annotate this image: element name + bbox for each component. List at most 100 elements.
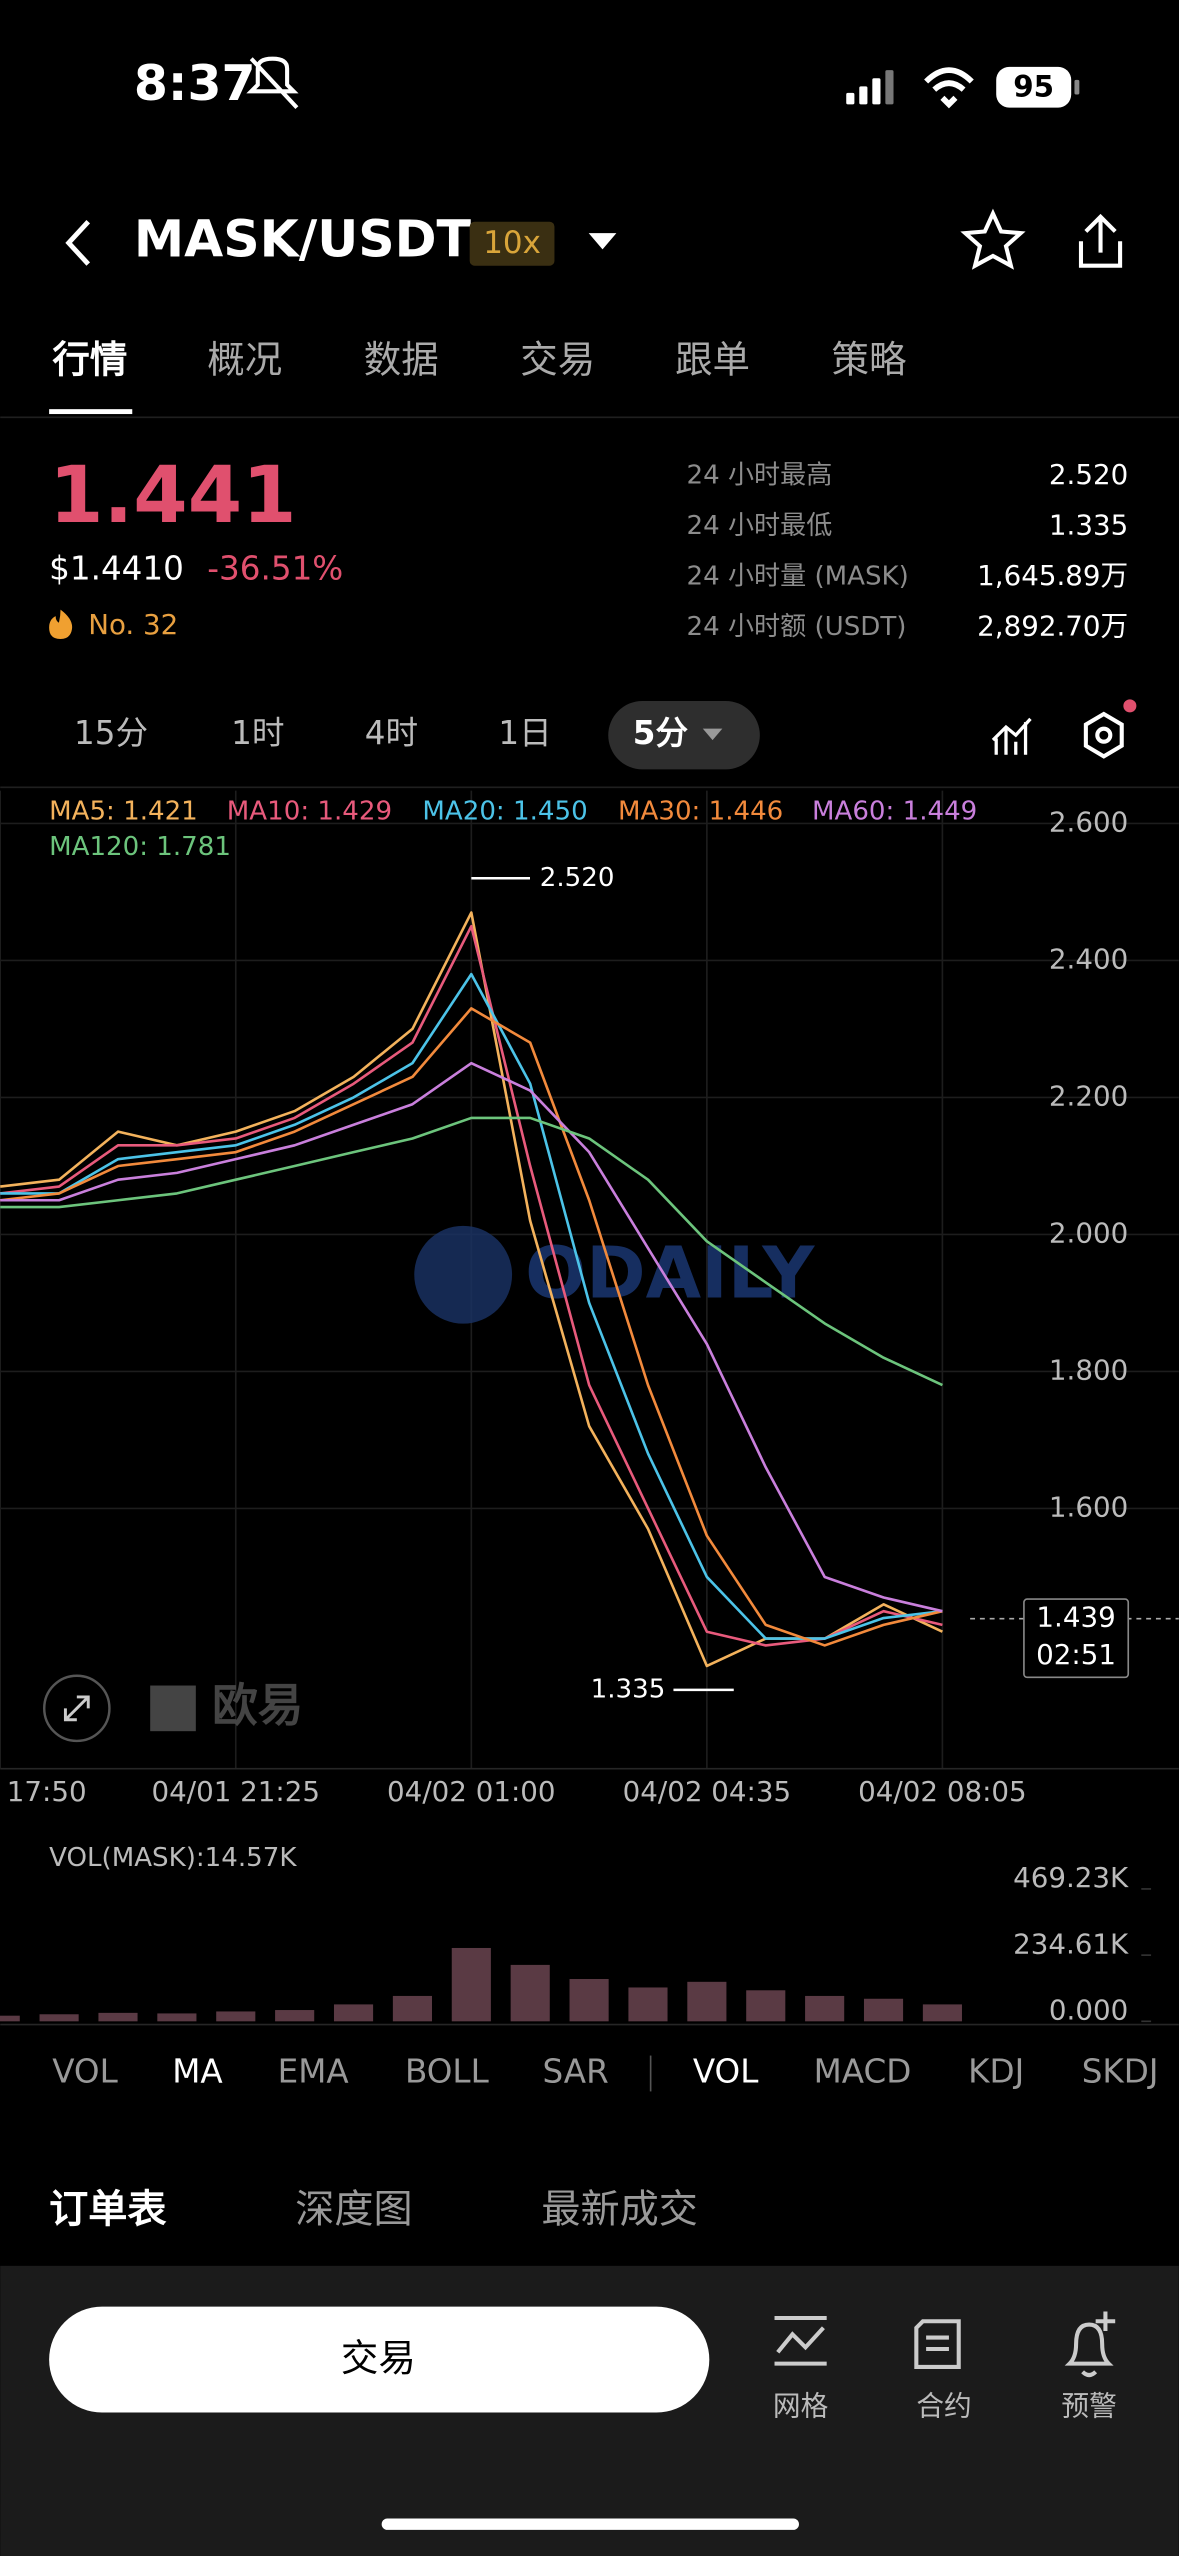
indicator-tab[interactable]: MACD: [814, 2052, 912, 2090]
leverage-text: 10x: [483, 225, 541, 261]
tab[interactable]: 跟单: [675, 337, 750, 381]
ma-line: [0, 1116, 943, 1387]
last-price: 1.441: [49, 450, 296, 541]
watermark: ODAILY: [525, 1231, 815, 1315]
ma-line: [0, 924, 943, 1647]
volume-bar: [628, 1987, 668, 2022]
volume-bar: [863, 1998, 904, 2022]
contract-icon[interactable]: [914, 2319, 961, 2369]
high-label: 2.520: [540, 863, 615, 893]
interval-active-bg: [608, 700, 760, 770]
volume-tick-label: 0.000: [1049, 1994, 1128, 2027]
tab[interactable]: 数据: [364, 337, 439, 381]
action-label[interactable]: 合约: [916, 2390, 971, 2423]
tab[interactable]: 交易: [520, 337, 595, 381]
grid-icon[interactable]: [774, 2315, 827, 2366]
action-label[interactable]: 预警: [1061, 2390, 1116, 2423]
expand-button[interactable]: [43, 1674, 111, 1743]
current-price: 1.439: [1036, 1601, 1115, 1634]
volume-bar: [333, 2004, 374, 2022]
volume-bar: [0, 2015, 20, 2022]
interval[interactable]: 5分: [633, 714, 689, 752]
countdown: 02:51: [1036, 1638, 1116, 1671]
usd-price: $1.4410: [49, 550, 184, 588]
volume-bar: [275, 2010, 315, 2022]
battery-level: 95: [1013, 70, 1054, 104]
tab[interactable]: 策略: [832, 337, 907, 381]
interval[interactable]: 4时: [365, 714, 418, 752]
mute-icon: [246, 56, 299, 109]
stat-value: 1,645.89万: [977, 559, 1128, 592]
back-button[interactable]: [65, 220, 91, 266]
tab-underline: [49, 409, 133, 415]
watermark-logo: [414, 1225, 513, 1324]
ma-line: [0, 1007, 943, 1647]
order-tab[interactable]: 最新成交: [541, 2188, 697, 2233]
volume-bar: [805, 1995, 845, 2022]
x-tick-label: 04/02 08:05: [858, 1775, 1026, 1808]
interval-dropdown[interactable]: [702, 728, 723, 741]
x-tick-label: 17:50: [7, 1775, 87, 1808]
stat-value: 2.520: [1049, 458, 1128, 491]
signal-icon: [846, 70, 894, 105]
action-label[interactable]: 网格: [773, 2390, 829, 2423]
volume-bar: [157, 2013, 197, 2022]
pair-title: MASK/USDT: [134, 209, 472, 268]
status-time: 8:37: [134, 55, 256, 112]
trade-button[interactable]: [49, 2306, 710, 2413]
legend-entry: MA5: 1.421: [49, 796, 198, 826]
current-price-box: [1023, 1598, 1130, 1679]
interval[interactable]: 1日: [498, 714, 551, 752]
volume-bar: [98, 2012, 138, 2022]
volume-tick-label: 234.61K: [1013, 1927, 1129, 1960]
share-button[interactable]: [1078, 213, 1123, 268]
battery-cap: [1074, 79, 1080, 95]
wifi-icon: [924, 67, 974, 109]
volume-title: VOL(MASK):14.57K: [49, 1843, 297, 1873]
stat-label: 24 小时最低: [686, 511, 832, 541]
indicator-tab[interactable]: SAR: [543, 2052, 609, 2090]
y-tick-label: 2.600: [1049, 805, 1128, 838]
indicator-tab[interactable]: KDJ: [968, 2052, 1024, 2090]
pair-dropdown[interactable]: [588, 233, 617, 250]
volume-bar: [39, 2014, 79, 2022]
indicator-tab[interactable]: EMA: [278, 2052, 350, 2090]
legend-entry: MA120: 1.781: [49, 832, 231, 862]
volume-bar: [922, 2004, 962, 2022]
alert-icon[interactable]: [1064, 2311, 1116, 2378]
legend-entry: MA10: 1.429: [227, 796, 392, 826]
volume-bar: [569, 1979, 609, 2022]
indicator-tab[interactable]: VOL: [693, 2052, 759, 2090]
watermark-logo: [150, 1685, 196, 1732]
legend-entry: MA30: 1.446: [618, 796, 783, 826]
stat-label: 24 小时量 (MASK): [686, 562, 908, 592]
order-tab[interactable]: 订单表: [49, 2188, 167, 2233]
favorite-button[interactable]: [960, 208, 1026, 270]
interval[interactable]: 15分: [74, 714, 148, 752]
volume-bar: [510, 1964, 550, 2022]
indicator-tab[interactable]: VOL: [52, 2052, 118, 2090]
x-tick-label: 04/02 01:00: [387, 1775, 555, 1808]
indicator-tab[interactable]: SKDJ: [1082, 2052, 1159, 2090]
indicator-button[interactable]: [991, 717, 1032, 755]
notification-dot: [1123, 699, 1137, 713]
indicator-tab[interactable]: BOLL: [405, 2052, 489, 2090]
tab[interactable]: 概况: [207, 337, 282, 381]
indicator-tab[interactable]: MA: [172, 2052, 223, 2090]
order-tab[interactable]: 深度图: [295, 2188, 412, 2233]
stat-value: 2,892.70万: [977, 610, 1128, 643]
volume-bar: [392, 1995, 432, 2022]
settings-button[interactable]: [1083, 711, 1124, 759]
tab[interactable]: 行情: [52, 337, 127, 381]
stat-label: 24 小时额 (USDT): [686, 612, 906, 642]
low-label: 1.335: [591, 1674, 666, 1704]
x-tick-label: 04/01 21:25: [152, 1775, 320, 1808]
y-tick-label: 2.000: [1049, 1216, 1128, 1249]
legend-entry: MA60: 1.449: [812, 796, 977, 826]
volume-bar: [746, 1990, 786, 2022]
interval[interactable]: 1时: [231, 714, 284, 752]
volume-bar: [216, 2011, 256, 2022]
volume-bar: [687, 1981, 727, 2022]
